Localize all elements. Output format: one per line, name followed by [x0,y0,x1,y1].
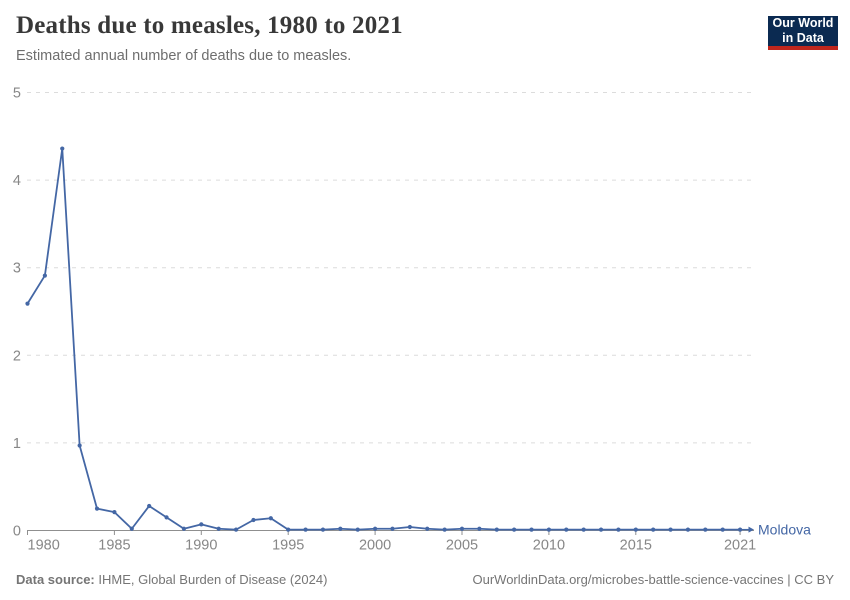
data-point-1987 [147,503,152,509]
data-point-1989 [181,526,187,531]
y-tick-label-0: 0 [13,524,21,540]
data-point-2000 [373,526,378,531]
owid-logo-line1: Our World [772,16,834,30]
entity-label-moldova: Moldova [758,522,811,538]
data-point-2015 [633,527,638,532]
data-point-2016 [651,527,656,532]
chart-footer: Data source: IHME, Global Burden of Dise… [16,572,834,587]
y-tick-label-1: 1 [13,436,21,452]
data-point-1996 [303,527,308,532]
y-tick-label-5: 5 [13,86,21,102]
y-tick-label-3: 3 [13,261,21,277]
data-point-1981 [42,273,47,278]
data-point-2010 [546,527,552,532]
chart-subtitle: Estimated annual number of deaths due to… [16,48,352,64]
x-tick-label-1990: 1990 [185,538,217,554]
data-point-1986 [129,526,134,531]
data-point-2003 [425,526,430,531]
data-point-2017 [668,527,673,532]
x-tick-label-2015: 2015 [620,538,652,554]
owid-logo-line2: in Data [782,31,824,45]
x-tick-label-1980: 1980 [28,538,60,554]
data-point-1993 [251,517,256,523]
x-tick-label-1995: 1995 [272,538,304,554]
license-note: OurWorldinData.org/microbes-battle-scien… [472,572,835,587]
page-title: Deaths due to measles, 1980 to 2021 [16,12,403,39]
data-point-2011 [564,527,569,532]
owid-logo: Our World in Data [768,16,838,50]
data-point-1982 [60,146,65,151]
data-point-1983 [77,443,82,448]
data-point-2008 [512,527,517,532]
chart-header: Deaths due to measles, 1980 to 2021 Esti… [16,12,750,64]
x-tick-label-2000: 2000 [359,538,391,554]
chart-svg: 0 1 2 3 4 5 1980 1985 1990 1995 2000 2005 2010 2015 20… [13,86,811,554]
data-source-note: Data source: IHME, Global Burden of Dise… [16,572,327,587]
data-point-1980 [25,301,30,306]
data-point-2004 [442,527,447,532]
x-tick-label-2010: 2010 [533,538,565,554]
data-point-1991 [216,526,221,531]
data-point-2005 [459,526,465,531]
label-connector-arrow-icon [748,526,754,533]
data-point-2020 [720,527,725,532]
data-point-2012 [581,527,586,532]
x-tick-label-2005: 2005 [446,538,478,554]
data-point-2018 [685,527,691,532]
data-point-1994 [268,516,273,521]
data-point-1999 [355,527,360,532]
line-chart-canvas[interactable]: 0 1 2 3 4 5 1980 1985 1990 1995 2000 2005 2010 2015 20… [0,68,850,563]
data-point-2001 [390,526,395,531]
data-point-1997 [320,527,326,532]
data-point-1988 [164,515,169,520]
y-tick-label-4: 4 [13,173,21,189]
data-source-label: Data source: [16,572,95,587]
data-point-1990 [199,522,204,527]
data-point-1998 [338,526,343,531]
data-point-2007 [494,527,499,532]
data-point-1985 [112,510,117,515]
series-line-moldova [26,147,741,531]
x-tick-label-1985: 1985 [98,538,130,554]
y-tick-label-2: 2 [13,348,21,364]
x-tick-label-2021: 2021 [724,538,756,554]
data-point-1992 [233,527,239,532]
data-point-1995 [286,527,291,532]
data-point-2013 [598,527,604,532]
data-point-2014 [616,527,621,532]
data-point-2009 [529,527,534,532]
data-point-1984 [94,506,100,511]
data-source-text: IHME, Global Burden of Disease (2024) [98,572,328,587]
data-point-2006 [477,526,482,531]
data-point-2019 [703,527,708,532]
data-point-2002 [407,524,412,530]
